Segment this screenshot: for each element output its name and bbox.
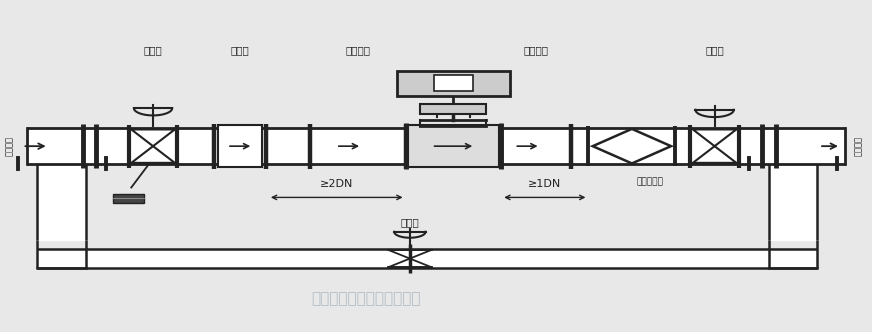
Bar <box>420 104 487 114</box>
Bar <box>37 249 817 268</box>
Text: 介质流向: 介质流向 <box>854 136 863 156</box>
Text: 前直管段: 前直管段 <box>345 45 370 55</box>
Bar <box>218 125 262 167</box>
Text: 青岛万安电子技术有限公司: 青岛万安电子技术有限公司 <box>311 291 421 306</box>
Text: 介质流向: 介质流向 <box>5 136 14 156</box>
Bar <box>434 75 473 91</box>
Text: 旁通阀: 旁通阀 <box>400 217 419 227</box>
Text: 后阀门: 后阀门 <box>705 45 724 55</box>
Text: 后直管段: 后直管段 <box>523 45 548 55</box>
Bar <box>27 128 845 164</box>
Text: ≥2DN: ≥2DN <box>320 179 353 189</box>
Text: 前阀门: 前阀门 <box>144 45 162 55</box>
Polygon shape <box>593 129 671 163</box>
Bar <box>408 125 499 167</box>
Text: 过滤器: 过滤器 <box>231 45 249 55</box>
Bar <box>397 71 510 96</box>
Bar <box>113 194 145 203</box>
Text: 钢制伸缩器: 钢制伸缩器 <box>637 178 663 187</box>
Text: ≥1DN: ≥1DN <box>528 179 562 189</box>
